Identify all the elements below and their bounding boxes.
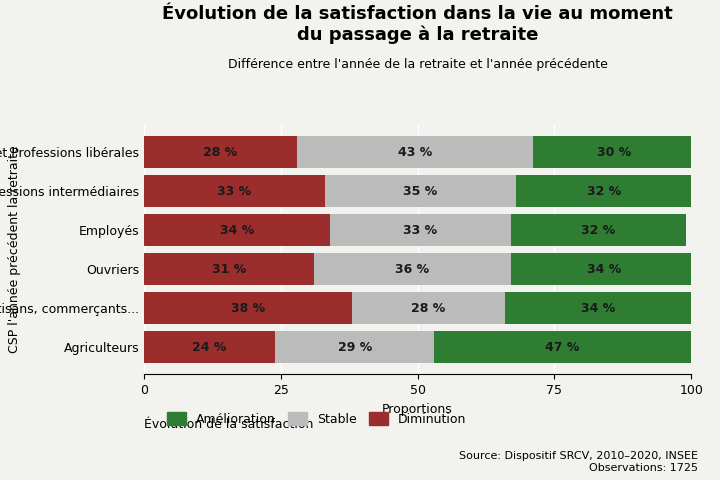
Text: Évolution de la satisfaction: Évolution de la satisfaction <box>144 418 313 432</box>
Bar <box>144 214 330 246</box>
Text: 33 %: 33 % <box>403 224 437 237</box>
Bar <box>330 214 510 246</box>
Bar <box>314 253 510 285</box>
Text: 29 %: 29 % <box>338 341 372 354</box>
Text: Source: Dispositif SRCV, 2010–2020, INSEE
Observations: 1725: Source: Dispositif SRCV, 2010–2020, INSE… <box>459 451 698 473</box>
Bar <box>505 292 691 324</box>
Text: 43 %: 43 % <box>397 145 432 158</box>
Text: 32 %: 32 % <box>587 185 621 198</box>
Bar <box>144 136 297 168</box>
Text: 34 %: 34 % <box>587 263 621 276</box>
Bar <box>144 292 352 324</box>
Bar <box>510 214 685 246</box>
Text: 33 %: 33 % <box>217 185 251 198</box>
Bar <box>533 136 697 168</box>
Text: 34 %: 34 % <box>220 224 254 237</box>
Bar <box>144 331 275 363</box>
Text: 31 %: 31 % <box>212 263 246 276</box>
Text: 36 %: 36 % <box>395 263 429 276</box>
Text: 30 %: 30 % <box>598 145 631 158</box>
Text: 38 %: 38 % <box>231 301 265 314</box>
Bar <box>325 175 516 207</box>
Bar <box>297 136 533 168</box>
Text: 32 %: 32 % <box>581 224 616 237</box>
X-axis label: Proportions: Proportions <box>382 403 453 416</box>
Text: 24 %: 24 % <box>192 341 227 354</box>
Text: 34 %: 34 % <box>581 301 616 314</box>
Legend: Amélioration, Stable, Diminution: Amélioration, Stable, Diminution <box>162 407 472 431</box>
Text: 28 %: 28 % <box>411 301 446 314</box>
Text: Évolution de la satisfaction dans la vie au moment
du passage à la retraite: Évolution de la satisfaction dans la vie… <box>162 5 673 44</box>
Text: 35 %: 35 % <box>403 185 438 198</box>
Bar <box>352 292 505 324</box>
Bar <box>434 331 691 363</box>
Text: Différence entre l'année de la retraite et l'année précédente: Différence entre l'année de la retraite … <box>228 58 608 71</box>
Text: 28 %: 28 % <box>204 145 238 158</box>
Bar <box>144 253 314 285</box>
Text: CSP l'année précédent la retraite: CSP l'année précédent la retraite <box>8 146 21 353</box>
Bar <box>516 175 691 207</box>
Text: 47 %: 47 % <box>546 341 580 354</box>
Bar <box>510 253 697 285</box>
Bar <box>144 175 325 207</box>
Bar <box>275 331 434 363</box>
